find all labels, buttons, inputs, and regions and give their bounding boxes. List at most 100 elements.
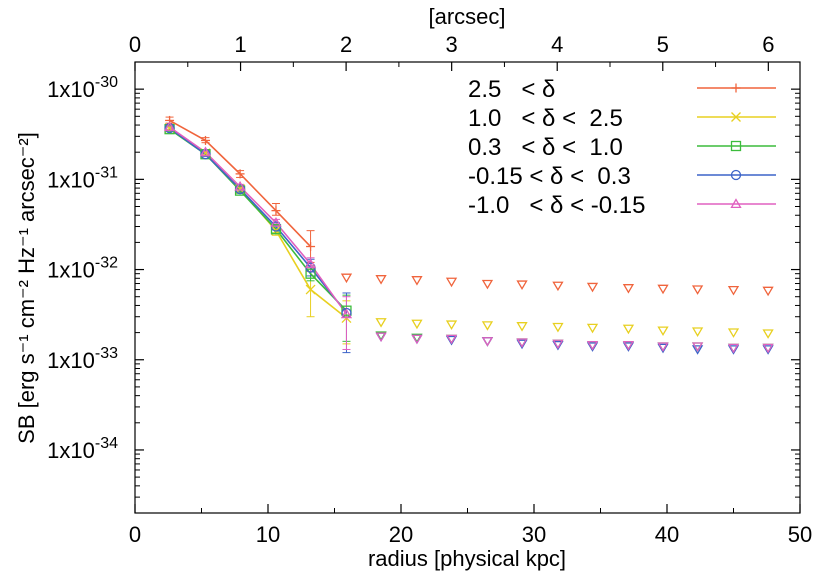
x2-tick-label: 3	[446, 32, 458, 57]
marker-triangle	[199, 146, 212, 157]
upper-limit-marker	[657, 342, 669, 352]
x2-tick-label: 0	[129, 32, 141, 57]
marker-triangle	[163, 121, 176, 132]
marker-square	[270, 224, 282, 235]
upper-limit-marker	[516, 339, 528, 350]
x-tick-label: 40	[655, 522, 679, 547]
upper-limit-marker	[657, 284, 669, 295]
x2-tick-label: 2	[340, 32, 352, 57]
marker-plus	[731, 83, 741, 93]
x2-tick-label: 6	[762, 32, 774, 57]
upper-limit-marker	[657, 326, 669, 337]
upper-limit-markers	[340, 273, 774, 355]
upper-limit-marker	[657, 343, 669, 354]
upper-limit-marker	[411, 276, 423, 286]
upper-limit-marker	[622, 284, 635, 294]
upper-limit-marker	[481, 337, 494, 347]
marker-shape	[730, 169, 742, 181]
upper-limit-marker	[516, 280, 528, 290]
y-tick-mantissa: 1x10	[47, 258, 95, 283]
marker-circle	[730, 169, 742, 181]
upper-limit-marker	[445, 334, 458, 345]
upper-limit-marker	[445, 277, 458, 288]
upper-limit-marker	[375, 275, 387, 285]
upper-limit-marker	[481, 321, 494, 331]
marker-plus	[306, 242, 316, 252]
marker-shape	[270, 224, 282, 235]
x-tick-label: 10	[256, 522, 280, 547]
y-tick-label: 1x10-32	[47, 255, 118, 283]
x2-tick-label: 4	[551, 32, 563, 57]
x2-tick-label: 1	[234, 32, 246, 57]
x-tick-label: 20	[389, 522, 413, 547]
marker-plus	[271, 206, 281, 216]
marker-square	[305, 268, 316, 279]
upper-limit-marker	[762, 286, 774, 297]
marker-plus	[200, 135, 210, 145]
upper-limit-marker	[411, 334, 423, 345]
upper-limit-marker	[481, 279, 494, 290]
series-line-3	[169, 127, 348, 314]
y-tick-mantissa: 1x10	[47, 438, 95, 463]
upper-limit-marker	[375, 332, 387, 343]
upper-limit-marker	[622, 324, 635, 335]
marker-shape	[304, 258, 317, 269]
upper-limit-marker	[375, 318, 387, 328]
upper-limit-marker	[586, 342, 599, 352]
upper-limit-marker	[552, 281, 564, 292]
data-points	[163, 115, 353, 324]
series-lines	[169, 119, 348, 319]
marker-plus	[235, 169, 245, 179]
y-axis-title: SB [erg s⁻¹ cm⁻² Hz⁻¹ arcsec⁻²]	[14, 132, 39, 444]
marker-triangle	[234, 180, 246, 191]
upper-limit-marker	[552, 340, 564, 351]
marker-shape	[234, 180, 246, 191]
marker-stroke	[305, 284, 316, 295]
y-tick-label: 1x10-33	[47, 345, 118, 373]
upper-limit-marker	[762, 329, 774, 339]
x2-tick-label: 5	[657, 32, 669, 57]
error-bars	[165, 116, 351, 354]
marker-triangle	[340, 308, 353, 319]
legend-label: 1.0 < δ < 2.5	[468, 105, 623, 132]
y-tick-exponent: -30	[95, 74, 118, 91]
upper-limit-marker	[552, 322, 564, 333]
y-tick-label: 1x10-34	[47, 435, 118, 463]
upper-limit-marker	[691, 285, 704, 295]
x2-axis-title: [arcsec]	[428, 4, 505, 29]
x-tick-label: 30	[522, 522, 546, 547]
series-line-2	[169, 128, 348, 312]
x-tick-label: 0	[129, 522, 141, 547]
x-axis-title: radius [physical kpc]	[368, 546, 566, 571]
y-tick-mantissa: 1x10	[47, 348, 95, 373]
series-line-1	[169, 127, 347, 319]
legend-label: -0.15 < δ < 0.3	[468, 163, 631, 190]
upper-limit-marker	[516, 322, 528, 332]
y-tick-label: 1x10-31	[47, 164, 118, 192]
upper-limit-marker	[762, 343, 774, 354]
upper-limit-marker	[762, 345, 774, 355]
marker-stroke	[731, 112, 741, 122]
upper-limit-marker	[727, 328, 740, 338]
y-tick-label: 1x10-30	[47, 74, 118, 102]
marker-cross	[731, 112, 741, 122]
upper-limit-marker	[411, 319, 423, 330]
marker-circle	[200, 149, 211, 160]
y-tick-exponent: -32	[95, 255, 118, 272]
x-tick-label: 50	[788, 522, 812, 547]
upper-limit-marker	[586, 323, 599, 334]
legend-label: 2.5 < δ	[468, 76, 555, 103]
upper-limit-marker	[727, 343, 740, 354]
y-tick-exponent: -34	[95, 435, 118, 452]
legend-label: 0.3 < δ < 1.0	[468, 134, 623, 161]
marker-triangle	[304, 258, 317, 269]
marker-triangle	[730, 198, 742, 209]
upper-limit-marker	[691, 327, 704, 337]
upper-limit-marker	[586, 340, 599, 351]
y-tick-exponent: -33	[95, 345, 118, 362]
upper-limit-marker	[691, 342, 704, 352]
upper-limit-marker	[445, 320, 458, 330]
marker-shape	[199, 146, 212, 157]
upper-limit-marker	[727, 285, 740, 296]
